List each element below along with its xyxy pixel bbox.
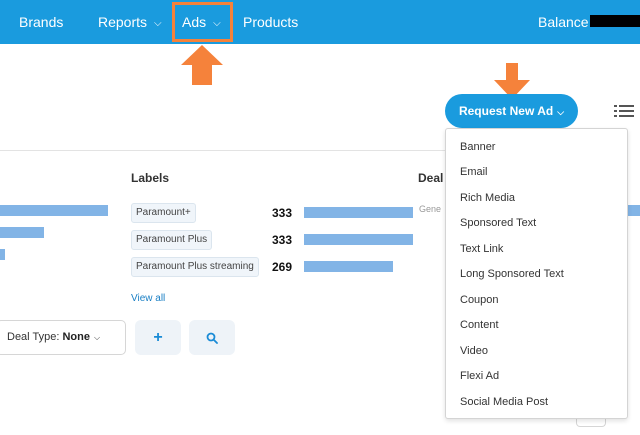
section-divider [0, 150, 445, 151]
chevron-down-icon: ⌵ [213, 18, 221, 29]
label-tag[interactable]: Paramount Plus streaming [131, 257, 259, 277]
nav-products[interactable]: Products [243, 14, 299, 30]
view-all-link[interactable]: View all [131, 293, 166, 304]
menu-item-sponsored-text[interactable]: Sponsored Text [460, 217, 537, 229]
label-bar [304, 234, 413, 245]
partial-bar [0, 205, 108, 216]
ads-highlight-box [172, 2, 233, 42]
menu-item-flexi-ad[interactable]: Flexi Ad [460, 370, 500, 382]
partial-control [576, 413, 606, 427]
deal-type-select[interactable]: Deal Type: None ⌵ [0, 320, 126, 355]
plus-icon: + [153, 329, 163, 346]
label-bar [304, 261, 393, 272]
menu-item-coupon[interactable]: Coupon [460, 294, 499, 306]
ad-type-dropdown-menu: Banner Email Rich Media Sponsored Text T… [445, 128, 628, 419]
label-count: 333 [272, 206, 293, 220]
balance-redaction [590, 15, 640, 27]
deal-type-label: Deal Type: [7, 331, 60, 343]
menu-item-video[interactable]: Video [460, 345, 488, 357]
request-new-ad-button[interactable]: Request New Ad ⌵ [445, 94, 578, 128]
deal-type-value: None [62, 331, 90, 343]
nav-ads[interactable]: Ads ⌵ [182, 0, 221, 44]
label-count: 333 [272, 233, 293, 247]
search-button[interactable] [189, 320, 235, 355]
deal-row-label: Gene [419, 204, 442, 214]
arrow-up-icon [181, 45, 223, 85]
add-filter-button[interactable]: + [135, 320, 181, 355]
label-tag[interactable]: Paramount+ [131, 203, 196, 223]
nav-reports[interactable]: Reports ⌵ [98, 0, 162, 44]
search-icon [206, 332, 218, 344]
partial-bar [628, 205, 640, 216]
menu-item-rich-media[interactable]: Rich Media [460, 192, 516, 204]
labels-heading: Labels [131, 171, 170, 185]
nav-ads-label: Ads [182, 14, 207, 30]
label-count: 269 [272, 260, 293, 274]
menu-item-social-media-post[interactable]: Social Media Post [460, 396, 549, 408]
menu-item-banner[interactable]: Banner [460, 141, 496, 153]
partial-bar [0, 227, 44, 238]
nav-reports-label: Reports [98, 14, 148, 30]
chevron-down-icon: ⌵ [557, 107, 565, 117]
menu-item-text-link[interactable]: Text Link [460, 243, 504, 255]
label-tag[interactable]: Paramount Plus [131, 230, 213, 250]
chevron-down-icon: ⌵ [154, 18, 162, 29]
arrow-down-icon [494, 63, 530, 99]
list-view-icon[interactable] [614, 104, 634, 120]
nav-brands[interactable]: Brands [19, 14, 64, 30]
chevron-down-icon: ⌵ [93, 333, 101, 342]
menu-item-email[interactable]: Email [460, 166, 488, 178]
menu-item-content[interactable]: Content [460, 319, 499, 331]
partial-bar [0, 249, 5, 260]
menu-item-long-sponsored-text[interactable]: Long Sponsored Text [460, 268, 564, 280]
balance-label: Balance [538, 14, 589, 30]
request-new-ad-label: Request New Ad [458, 104, 554, 118]
deal-heading: Deal [418, 171, 444, 185]
top-nav-bar: Brands Reports ⌵ Ads ⌵ Products Balance [0, 0, 640, 44]
label-bar [304, 207, 413, 218]
